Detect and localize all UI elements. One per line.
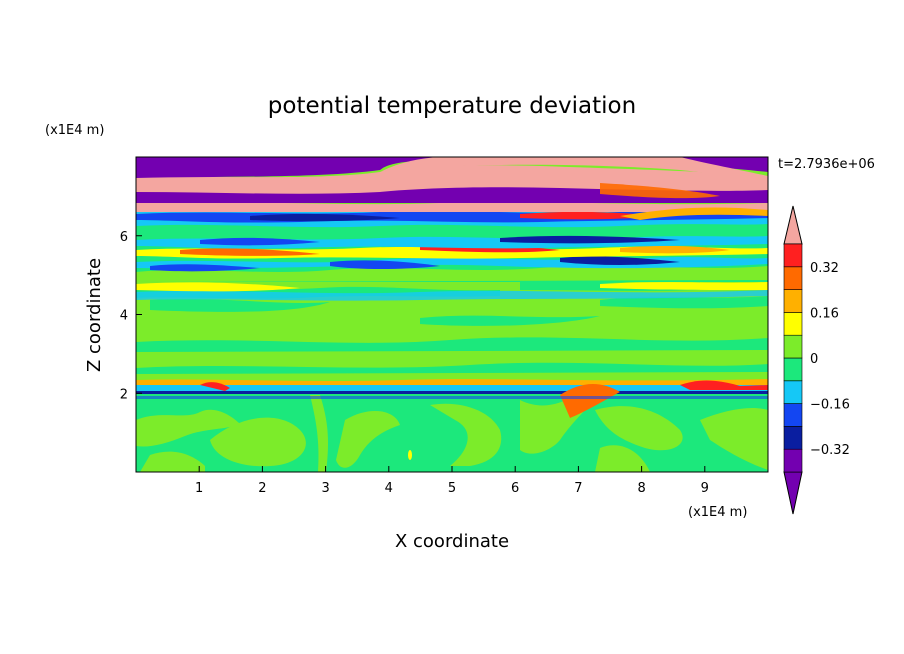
- interface-layer: [136, 379, 768, 418]
- lower-convective-region: [136, 392, 768, 472]
- x-tick-label: 1: [195, 481, 203, 496]
- y-unit-label: (x1E4 m): [45, 123, 104, 138]
- x-unit-label: (x1E4 m): [688, 505, 747, 520]
- plot-area: [136, 157, 768, 472]
- colorbar-tick-label: −0.32: [810, 443, 850, 458]
- colorbar-cell: [783, 312, 803, 336]
- y-axis-label: Z coordinate: [84, 258, 105, 372]
- time-label: t=2.7936e+06: [778, 157, 875, 172]
- upper-mid-layers: [136, 230, 768, 301]
- y-tick-label: 6: [120, 230, 128, 245]
- x-axis-ticks: 1 2 3 4 5 6 7 8 9: [195, 466, 709, 496]
- colorbar-cell: [783, 380, 803, 404]
- y-tick-label: 2: [120, 387, 128, 402]
- colorbar-tick-label: 0.32: [810, 261, 839, 276]
- colorbar-cell: [783, 334, 803, 359]
- colorbar-cell: [783, 357, 803, 382]
- x-tick-label: 3: [321, 481, 329, 496]
- x-tick-label: 8: [637, 481, 645, 496]
- colorbar-tick-label: 0: [810, 352, 818, 367]
- x-tick-label: 5: [448, 481, 456, 496]
- colorbar-tick-label: −0.16: [810, 398, 850, 413]
- colorbar-cell: [783, 289, 803, 313]
- x-axis-label: X coordinate: [395, 531, 509, 552]
- x-tick-label: 4: [385, 481, 393, 496]
- colorbar-under-triangle: [783, 471, 803, 515]
- upper-layers: [136, 157, 768, 232]
- x-tick-label: 9: [701, 481, 709, 496]
- colorbar-cell: [783, 403, 803, 427]
- y-tick-label: 4: [120, 309, 128, 324]
- colorbar: −0.32 −0.16 0 0.16 0.32: [783, 205, 850, 515]
- x-tick-label: 6: [511, 481, 519, 496]
- colorbar-cell: [783, 426, 803, 450]
- colorbar-cell: [783, 266, 803, 290]
- chart-title: potential temperature deviation: [268, 93, 636, 119]
- x-tick-label: 7: [574, 481, 582, 496]
- y-axis-ticks: 2 4 6: [120, 230, 142, 402]
- x-tick-label: 2: [258, 481, 266, 496]
- colorbar-over-triangle: [783, 205, 803, 245]
- colorbar-tick-label: 0.16: [810, 306, 839, 321]
- colorbar-cell: [783, 243, 803, 268]
- colorbar-cell: [783, 448, 803, 473]
